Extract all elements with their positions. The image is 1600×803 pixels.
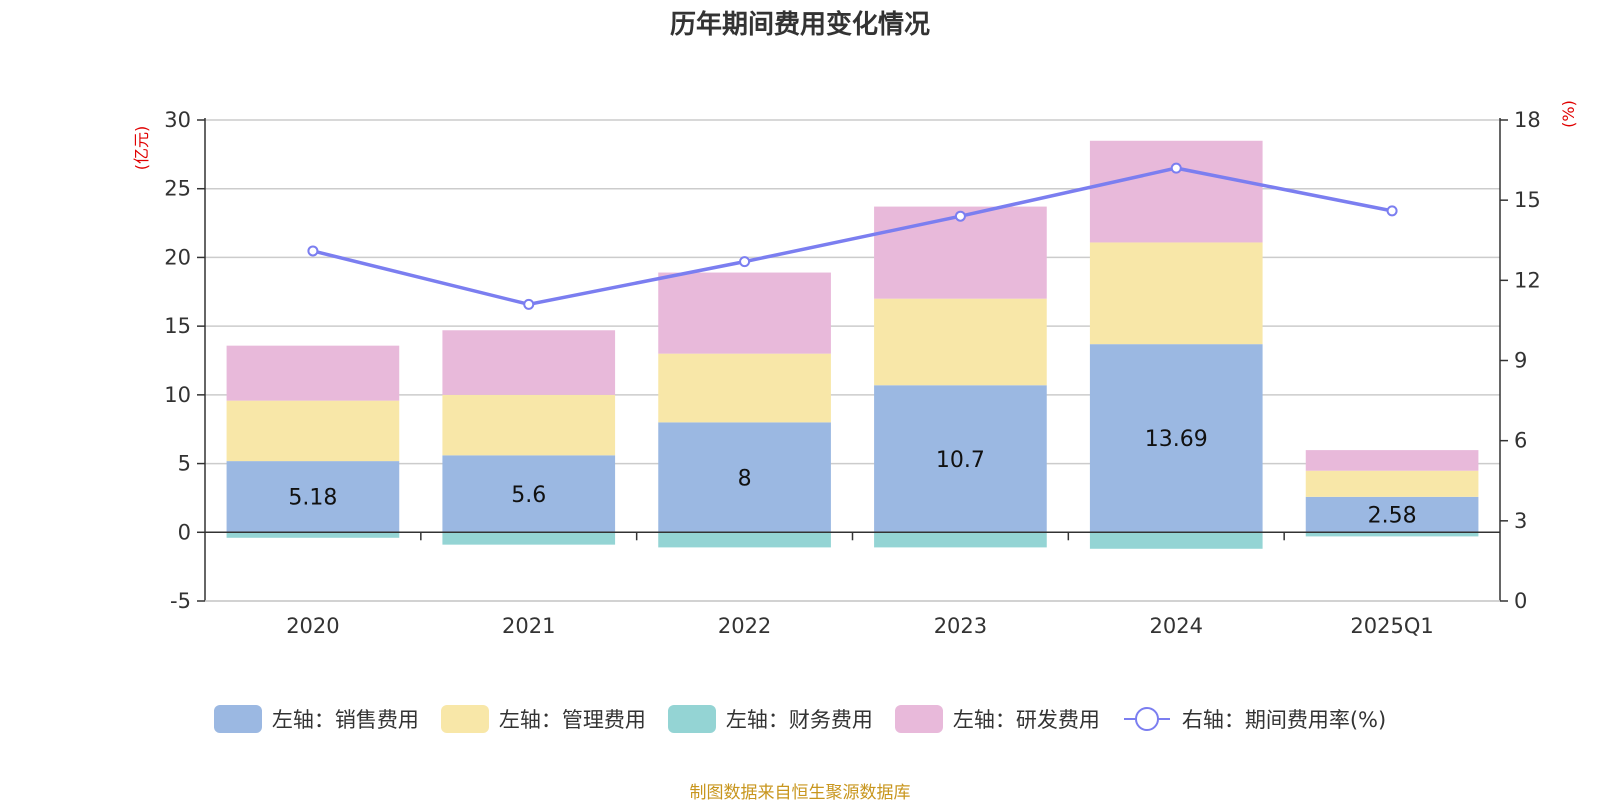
x-axis-tick-label: 2024 — [1150, 614, 1203, 638]
bar-segment — [226, 532, 400, 538]
right-axis-tick-label: 15 — [1514, 188, 1541, 212]
right-axis-unit: (%) — [1559, 100, 1578, 128]
legend-swatch — [213, 705, 262, 733]
data-label: 5.6 — [511, 483, 546, 508]
x-axis-tick-label: 2021 — [502, 614, 555, 638]
legend: 左轴：销售费用 左轴：管理费用 左轴：财务费用 左轴：研发费用 右轴：期间费用率(%) — [0, 704, 1600, 734]
rate-point — [954, 210, 966, 222]
bar-segment — [658, 422, 831, 533]
bar-segment — [874, 532, 1047, 548]
legend-label: 左轴：财务费用 — [725, 708, 873, 732]
bar-segment — [1305, 496, 1479, 533]
rate-point — [1170, 162, 1182, 174]
right-axis-tick-label: 18 — [1514, 108, 1541, 132]
data-label: 13.69 — [1145, 427, 1208, 452]
bar-segment — [1089, 344, 1263, 533]
data-label: 10.7 — [936, 448, 985, 473]
rate-line — [312, 166, 1393, 307]
bar-segment — [658, 532, 831, 548]
bar-segment — [1305, 532, 1479, 537]
source-note: 制图数据来自恒生聚源数据库 — [689, 783, 911, 803]
legend-swatch — [667, 705, 716, 733]
data-label: 8 — [738, 466, 752, 491]
legend-label: 左轴：销售费用 — [271, 708, 419, 732]
legend-item[interactable]: 左轴：财务费用 — [667, 704, 873, 734]
data-labels: 5.18 5.6 8 10.7 13.69 2.58 — [288, 427, 1416, 528]
left-axis-tick-label: 15 — [164, 314, 191, 338]
legend-item[interactable]: 左轴：研发费用 — [894, 704, 1100, 734]
legend-label: 左轴：研发费用 — [952, 708, 1100, 732]
bar-segment — [874, 206, 1047, 299]
right-axis-tick-label: 0 — [1514, 589, 1527, 613]
bar-segment — [226, 400, 400, 462]
bar-segment — [442, 394, 616, 456]
left-axis-tick-label: -5 — [170, 589, 191, 613]
bar-segment — [226, 461, 400, 533]
rate-point — [307, 245, 319, 257]
x-axis-tick-label: 2022 — [718, 614, 771, 638]
bar-segment — [226, 345, 400, 401]
left-axis-tick-label: 0 — [178, 520, 191, 544]
x-axis-tick-label: 2023 — [934, 614, 987, 638]
left-axis-tick-label: 25 — [164, 177, 191, 201]
rate-point — [1386, 205, 1398, 217]
rate-point — [523, 298, 535, 310]
left-axis-unit: (亿元) — [132, 126, 151, 171]
data-label: 5.18 — [288, 486, 337, 511]
x-axis-tick-label: 2025Q1 — [1350, 614, 1433, 638]
chart-title: 历年期间费用变化情况 — [669, 10, 930, 40]
bar-segment — [658, 353, 831, 423]
bar-segment — [874, 298, 1047, 386]
bar-group — [226, 140, 1479, 549]
bar-segment — [1305, 470, 1479, 497]
x-axis-tick-label: 2020 — [286, 614, 339, 638]
data-label: 2.58 — [1368, 504, 1417, 529]
bar-segment — [874, 385, 1047, 533]
legend-marker — [1134, 707, 1159, 731]
left-axis-tick-label: 30 — [164, 108, 191, 132]
right-axis-tick-label: 9 — [1514, 349, 1527, 373]
bar-segment — [1089, 140, 1263, 243]
legend-swatch — [440, 705, 489, 733]
line-legend-icon — [1123, 707, 1170, 731]
left-axis-tick-label: 10 — [164, 383, 191, 407]
right-axis-tick-label: 12 — [1514, 268, 1541, 292]
legend-label: 左轴：管理费用 — [498, 708, 646, 732]
right-axis-tick-label: 6 — [1514, 429, 1527, 453]
bar-segment — [442, 532, 616, 545]
right-axis-tick-label: 3 — [1514, 509, 1527, 533]
left-axis-tick-label: 5 — [178, 452, 191, 476]
bar-segment — [1089, 242, 1263, 345]
legend-label: 右轴：期间费用率(%) — [1181, 708, 1387, 732]
bar-segment — [658, 272, 831, 354]
left-axis-tick-label: 20 — [164, 245, 191, 269]
legend-swatch — [894, 705, 943, 733]
legend-item[interactable]: 左轴：管理费用 — [440, 704, 646, 734]
bar-segment — [442, 455, 616, 533]
bar-segment — [442, 330, 616, 395]
legend-item[interactable]: 右轴：期间费用率(%) — [1122, 704, 1386, 734]
rate-point — [739, 256, 751, 268]
legend-item[interactable]: 左轴：销售费用 — [213, 704, 419, 734]
rate-line-group — [307, 162, 1398, 310]
bar-segment — [1089, 532, 1263, 549]
bar-segment — [1305, 450, 1479, 471]
